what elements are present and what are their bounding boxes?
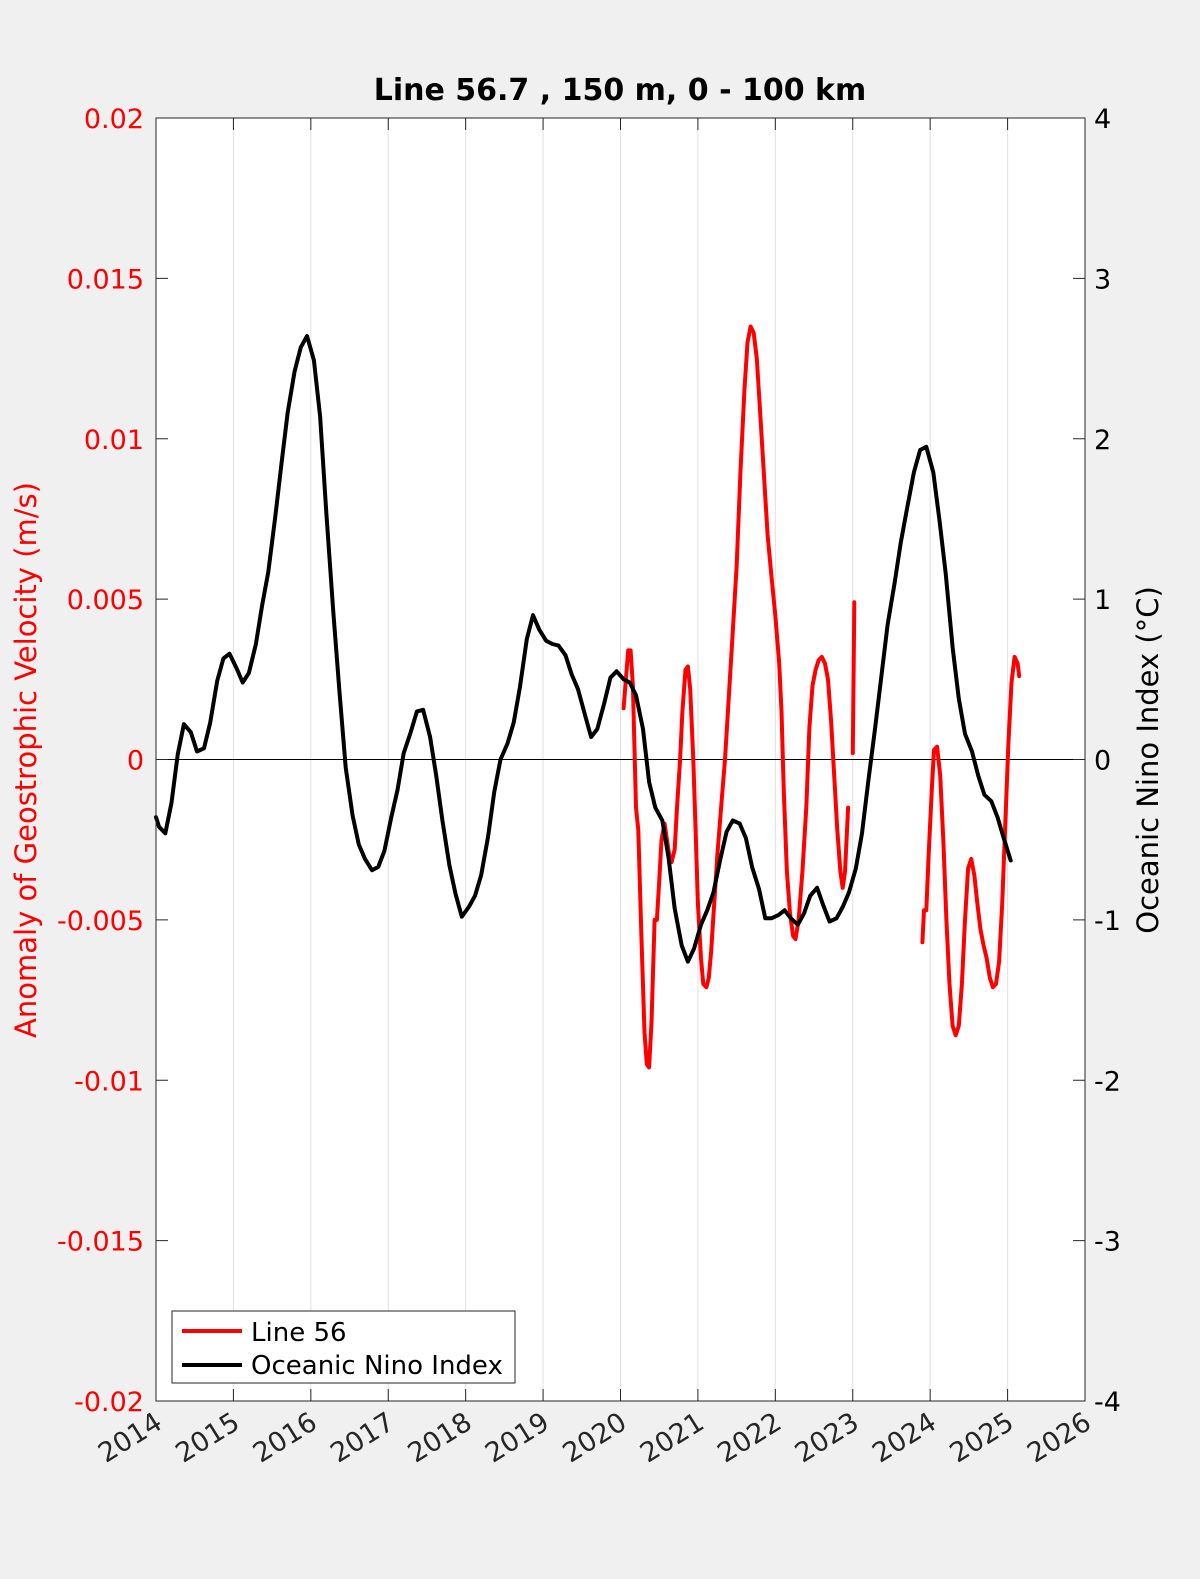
x-tick-label: 2020 <box>558 1407 633 1470</box>
legend-label-oni: Oceanic Nino Index <box>251 1351 503 1381</box>
series-layer <box>154 324 1022 1070</box>
series-line-oceanic-nino-index <box>154 334 1013 964</box>
y-left-tick-label: -0.01 <box>74 1066 144 1097</box>
x-tick-label: 2022 <box>712 1407 787 1470</box>
y-right-tick-label: 3 <box>1094 264 1111 295</box>
y-left-tick-label: -0.02 <box>74 1387 144 1418</box>
y-right-tick-label: -1 <box>1094 906 1121 937</box>
x-tick-label: 2015 <box>170 1407 245 1470</box>
right-axis-label: Oceanic Nino Index (°C) <box>1131 586 1165 934</box>
left-axis-label: Anomaly of Geostrophic Velocity (m/s) <box>9 482 43 1038</box>
x-tick-label: 2026 <box>1022 1407 1097 1470</box>
y-right-tick-label: 1 <box>1094 585 1111 616</box>
legend: Line 56 Oceanic Nino Index <box>171 1310 516 1384</box>
left-axis: 0.02 0.015 0.01 0.005 0 -0.005 -0.01 -0.015 -0.0… <box>57 104 168 1418</box>
y-right-tick-label: 0 <box>1094 746 1111 777</box>
x-tick-label: 2016 <box>248 1407 323 1470</box>
series-line-line-56 <box>920 654 1022 1038</box>
x-tick-label: 2019 <box>480 1407 555 1470</box>
legend-box <box>171 1310 516 1384</box>
x-tick-label: 2024 <box>867 1407 942 1470</box>
right-axis: 4 3 2 1 0 -1 -2 -3 -4 <box>1073 104 1121 1418</box>
chart-title: Line 56.7 , 150 m, 0 - 100 km <box>374 73 867 108</box>
y-right-tick-label: -3 <box>1094 1227 1121 1258</box>
x-tick-label: 2017 <box>325 1407 400 1470</box>
x-tick-label: 2021 <box>635 1407 710 1470</box>
y-left-tick-label: -0.005 <box>57 906 144 937</box>
x-tick-label: 2018 <box>403 1407 478 1470</box>
y-right-tick-label: -4 <box>1094 1387 1121 1418</box>
y-left-tick-label: 0.02 <box>84 104 144 135</box>
y-left-tick-label: 0 <box>127 746 144 777</box>
y-left-tick-label: 0.01 <box>84 425 144 456</box>
y-left-tick-label: 0.015 <box>67 264 144 295</box>
y-right-tick-label: 4 <box>1094 104 1111 135</box>
series-line-line-56 <box>621 324 851 1070</box>
x-tick-label: 2025 <box>945 1407 1020 1470</box>
x-tick-label: 2023 <box>790 1407 865 1470</box>
y-left-tick-label: -0.015 <box>57 1227 144 1258</box>
series-line-line-56 <box>850 600 857 756</box>
legend-label-line-56: Line 56 <box>251 1318 347 1348</box>
y-right-tick-label: 2 <box>1094 425 1111 456</box>
y-right-tick-label: -2 <box>1094 1066 1121 1097</box>
y-left-tick-label: 0.005 <box>67 585 144 616</box>
